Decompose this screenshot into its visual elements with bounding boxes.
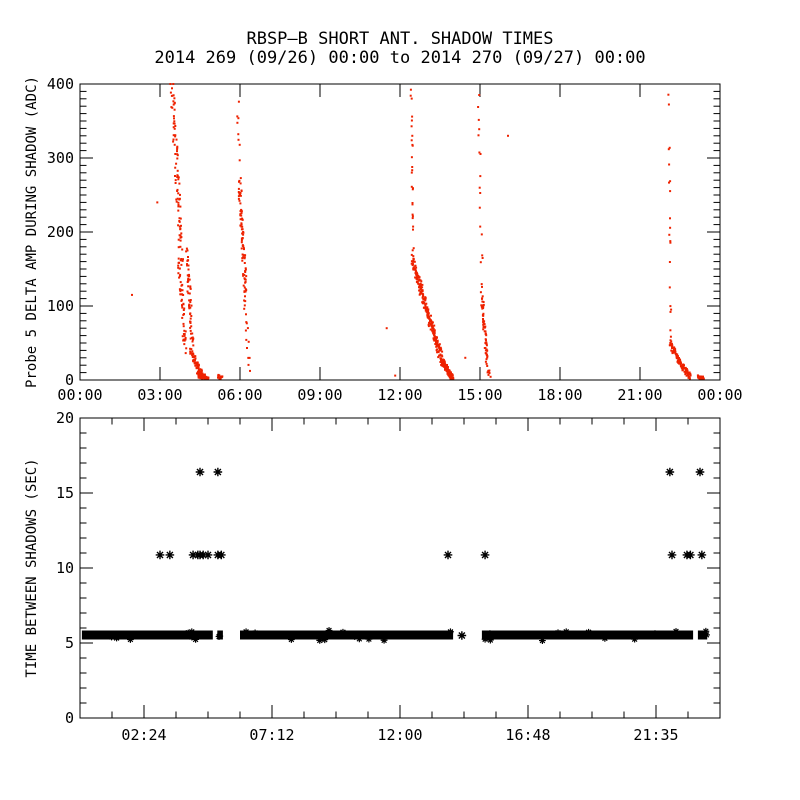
top-x-tick-label: 21:00: [617, 386, 662, 404]
top-y-tick-label: 100: [47, 297, 74, 315]
chart-subtitle: 2014 269 (09/26) 00:00 to 2014 270 (09/2…: [154, 48, 646, 68]
bottom-y-tick-label: 5: [65, 634, 74, 652]
bottom-y-tick-label: 20: [56, 409, 74, 427]
bottom-x-tick-label: 02:24: [121, 726, 166, 744]
top-x-tick-label: 06:00: [217, 386, 262, 404]
top-panel-axes: 00:00 03:00 06:00 09:00 12:00 15:00 18:00 21:00…: [47, 75, 743, 404]
top-x-tick-label: 12:00: [377, 386, 422, 404]
top-x-tick-label: 00:00: [697, 386, 742, 404]
bottom-x-tick-label: 07:12: [249, 726, 294, 744]
bottom-y-tick-label: 10: [56, 559, 74, 577]
bottom-y-axis-title: TIME BETWEEN SHADOWS (SEC): [24, 458, 40, 677]
top-y-tick-label: 200: [47, 223, 74, 241]
top-x-tick-label: 03:00: [137, 386, 182, 404]
top-x-tick-label: 09:00: [297, 386, 342, 404]
top-panel-scatter-series: [131, 83, 705, 380]
bottom-x-tick-label: 16:48: [505, 726, 550, 744]
bottom-x-tick-label: 21:35: [633, 726, 678, 744]
top-y-tick-label: 300: [47, 149, 74, 167]
top-x-tick-label: 00:00: [57, 386, 102, 404]
bottom-y-tick-label: 0: [65, 709, 74, 727]
top-y-tick-label: 0: [65, 371, 74, 389]
top-y-axis-title: Probe 5 DELTA AMP DURING SHADOW (ADC): [24, 76, 40, 388]
bottom-panel-scatter-series: [81, 467, 710, 644]
top-x-tick-label: 18:00: [537, 386, 582, 404]
chart-title: RBSP–B SHORT ANT. SHADOW TIMES: [246, 29, 554, 49]
top-x-tick-label: 15:00: [457, 386, 502, 404]
bottom-panel-axes: 02:24 07:12 12:00 16:48 21:35 0 5 10 15 20: [56, 409, 721, 744]
bottom-y-tick-label: 15: [56, 484, 74, 502]
top-y-tick-label: 400: [47, 75, 74, 93]
bottom-x-tick-label: 12:00: [377, 726, 422, 744]
